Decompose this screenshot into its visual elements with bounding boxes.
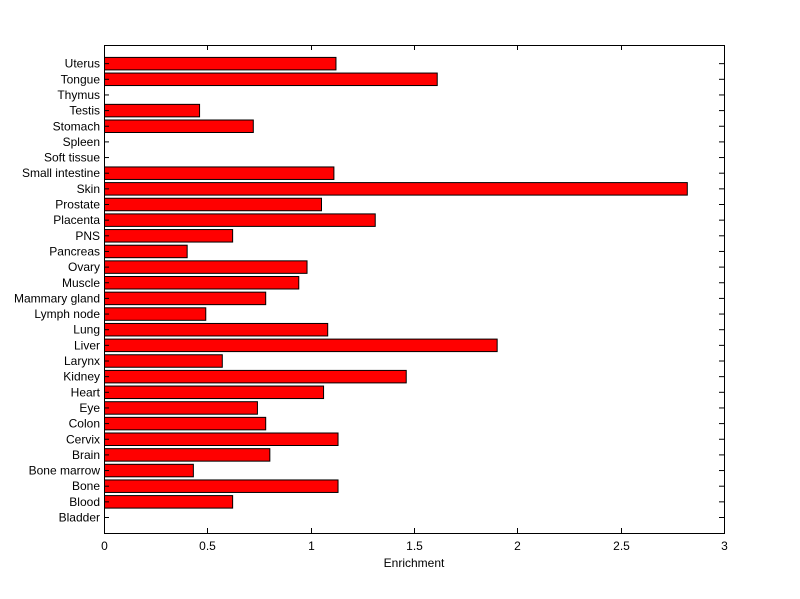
y-tick-label: Liver bbox=[74, 338, 100, 352]
y-tick-label: Soft tissue bbox=[44, 151, 100, 165]
y-tick-label: Stomach bbox=[53, 119, 100, 133]
y-tick-label: Lung bbox=[73, 323, 100, 337]
bar-lymph-node bbox=[104, 307, 207, 321]
bar-pns bbox=[104, 229, 234, 243]
y-tick-label: Eye bbox=[79, 401, 100, 415]
y-tick-label: Brain bbox=[72, 448, 100, 462]
x-tick-labels: 0 0.5 1 1.5 2 2.5 3 bbox=[101, 539, 728, 553]
x-tick-label: 1.5 bbox=[406, 539, 423, 553]
y-tick-label: Mammary gland bbox=[14, 291, 100, 305]
y-tick-label: Bladder bbox=[59, 511, 100, 525]
bar-tongue bbox=[104, 72, 438, 87]
bar-prostate bbox=[104, 197, 322, 212]
y-tick-label: Cervix bbox=[66, 432, 100, 446]
y-tick-label: Spleen bbox=[63, 135, 100, 149]
bar-bone bbox=[104, 479, 339, 493]
bar-eye bbox=[104, 401, 258, 415]
bar-colon bbox=[104, 416, 267, 431]
bar-stomach bbox=[104, 119, 254, 133]
bar-skin bbox=[104, 182, 688, 196]
x-tick-label: 2 bbox=[514, 539, 521, 553]
y-tick-label: Heart bbox=[71, 385, 101, 399]
bar-lung bbox=[104, 322, 329, 337]
y-tick-label: Lymph node bbox=[34, 307, 100, 321]
bar-testis bbox=[104, 103, 201, 118]
y-tick-label: Skin bbox=[77, 182, 100, 196]
x-tick-label: 0.5 bbox=[199, 539, 216, 553]
y-tick-label: Bone marrow bbox=[29, 464, 101, 478]
x-tick-label: 2.5 bbox=[613, 539, 630, 553]
bar-small-intestine bbox=[104, 166, 335, 180]
y-tick-label: Kidney bbox=[63, 370, 100, 384]
x-tick-label: 0 bbox=[101, 539, 108, 553]
y-tick-label: Muscle bbox=[62, 276, 100, 290]
bar-ovary bbox=[104, 260, 308, 274]
y-tick-label: Placenta bbox=[53, 213, 100, 227]
bar-brain bbox=[104, 448, 271, 462]
y-tick-label: Small intestine bbox=[22, 166, 100, 180]
bar-uterus bbox=[104, 56, 337, 71]
x-axis-label: Enrichment bbox=[384, 556, 445, 570]
y-tick-label: PNS bbox=[75, 229, 100, 243]
bars-group bbox=[104, 56, 688, 509]
y-tick-label: Larynx bbox=[64, 354, 100, 368]
y-tick-label: Blood bbox=[69, 495, 100, 509]
bar-mammary-gland bbox=[104, 291, 267, 306]
y-tick-label: Colon bbox=[69, 417, 100, 431]
bar-placenta bbox=[104, 213, 376, 227]
y-tick-label: Tongue bbox=[61, 72, 101, 86]
bar-larynx bbox=[104, 354, 223, 368]
bar-heart bbox=[104, 385, 325, 400]
y-tick-label: Uterus bbox=[65, 57, 100, 71]
bar-cervix bbox=[104, 432, 339, 446]
y-tick-label: Ovary bbox=[68, 260, 100, 274]
y-tick-label: Testis bbox=[69, 104, 100, 118]
y-tick-label: Bone bbox=[72, 479, 100, 493]
bar-liver bbox=[104, 338, 498, 353]
bar-pancreas bbox=[104, 244, 188, 259]
y-tick-label: Thymus bbox=[57, 88, 100, 102]
bar-bone-marrow bbox=[104, 463, 194, 478]
plot-frame bbox=[104, 45, 725, 534]
bar-muscle bbox=[104, 276, 300, 290]
x-tick-label: 1 bbox=[308, 539, 315, 553]
bar-kidney bbox=[104, 369, 407, 384]
x-tick-label: 3 bbox=[721, 539, 728, 553]
y-tick-label: Pancreas bbox=[49, 244, 100, 258]
bar-blood bbox=[104, 495, 234, 509]
y-tick-label: Prostate bbox=[55, 198, 100, 212]
